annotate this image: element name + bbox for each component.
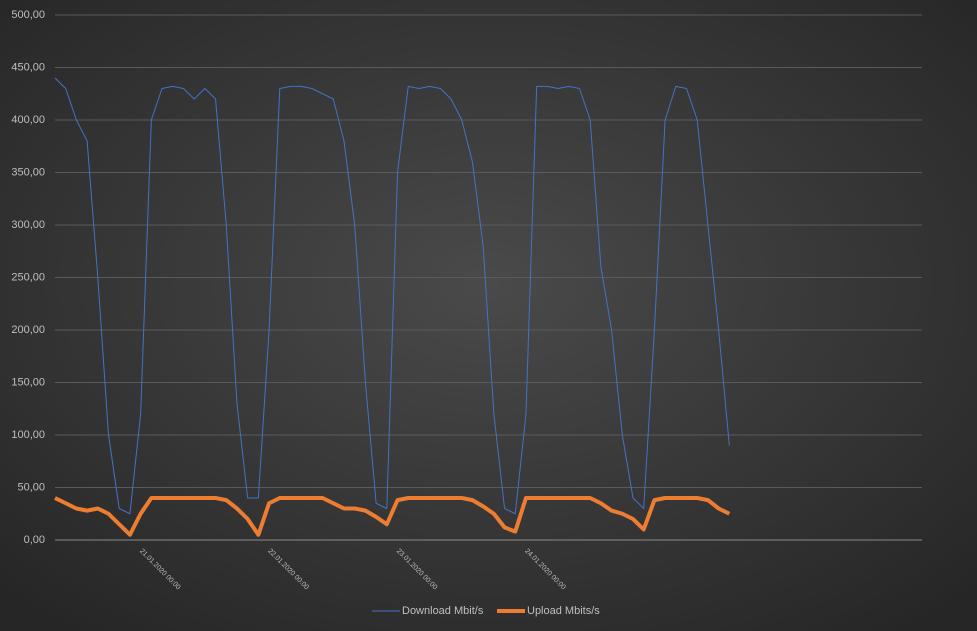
y-tick-label: 100,00: [11, 429, 45, 441]
series-line: [54, 496, 731, 537]
legend-label: Download Mbit/s: [402, 605, 484, 617]
y-tick-label: 200,00: [11, 324, 45, 336]
series-line: [54, 77, 730, 515]
y-tick-label: 300,00: [11, 219, 45, 231]
legend-label: Upload Mbits/s: [527, 605, 600, 617]
y-tick-label: 150,00: [11, 376, 45, 388]
y-tick-label: 50,00: [17, 481, 45, 493]
y-tick-label: 400,00: [11, 114, 45, 126]
y-tick-label: 500,00: [11, 9, 45, 21]
y-tick-label: 250,00: [11, 271, 45, 283]
y-tick-label: 350,00: [11, 166, 45, 178]
y-tick-label: 0,00: [24, 534, 45, 546]
y-tick-label: 450,00: [11, 61, 45, 73]
